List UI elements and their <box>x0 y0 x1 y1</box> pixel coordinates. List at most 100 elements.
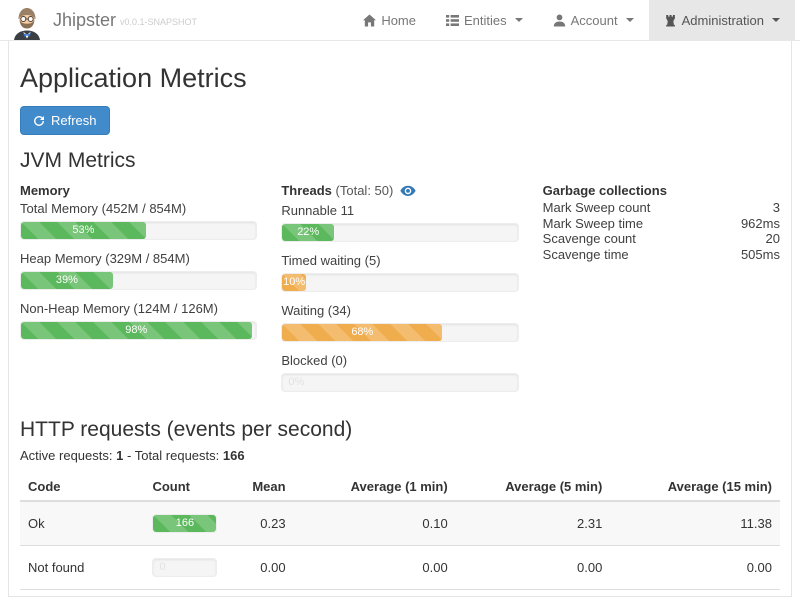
heap-memory-progress: 39% <box>20 271 258 290</box>
gc-row: Scavenge count 20 <box>543 231 780 247</box>
nav-item-administration[interactable]: Administration <box>648 0 795 40</box>
count-cell: 166 <box>144 500 226 546</box>
avg15-cell: 0.00 <box>610 545 780 590</box>
jvm-metrics-heading: JVM Metrics <box>20 149 136 172</box>
nav-item-entities[interactable]: Entities <box>431 0 538 40</box>
blocked-progress: 0% <box>281 373 519 392</box>
code-cell: Ok <box>20 500 145 546</box>
refresh-icon <box>33 115 45 127</box>
gc-label: Scavenge count <box>542 231 636 246</box>
nav-item-account[interactable]: Account <box>538 0 649 40</box>
brand-version: v0.0.1-SNAPSHOT <box>120 17 198 27</box>
blocked-label: Blocked (0) <box>281 353 348 368</box>
chevron-down-icon <box>772 18 780 22</box>
progress-fill: 39% <box>21 272 113 289</box>
waiting-label: Waiting (34) <box>281 303 351 318</box>
mean-cell: 0.00 <box>225 589 294 598</box>
avg15-cell: 0.00 <box>610 589 780 598</box>
gc-column: Garbage collections Mark Sweep count 3 M… <box>543 183 780 392</box>
total-memory-label: Total Memory (452M / 854M) <box>20 201 187 216</box>
avg15-cell: 11.38 <box>610 500 780 546</box>
heap-memory-label: Heap Memory (329M / 854M) <box>20 251 190 266</box>
progress-fill: 53% <box>21 222 146 239</box>
gc-value: 20 <box>765 231 780 246</box>
mean-cell: 0.00 <box>225 545 294 590</box>
http-requests-table: Code Count Mean Average (1 min) Average … <box>20 473 780 598</box>
threads-heading-label: Threads <box>281 183 332 198</box>
tower-icon <box>664 14 677 27</box>
nav-label: Administration <box>681 12 764 28</box>
eye-icon[interactable] <box>400 185 416 200</box>
gc-value: 3 <box>772 200 780 215</box>
gc-heading: Garbage collections <box>542 183 667 198</box>
brand-title: Jhipster <box>53 9 117 30</box>
list-icon <box>446 14 459 27</box>
gc-row: Scavenge time 505ms <box>543 247 780 263</box>
timed-waiting-label: Timed waiting (5) <box>281 253 381 268</box>
nav-label: Home <box>381 12 416 28</box>
table-header-row: Code Count Mean Average (1 min) Average … <box>20 473 780 502</box>
avg1-cell: 0.00 <box>293 589 456 598</box>
active-requests-label: Active requests: <box>20 448 113 463</box>
progress-fill: 22% <box>282 224 335 241</box>
avg1-cell: 0.00 <box>293 545 456 590</box>
gc-value: 962ms <box>740 215 780 231</box>
col-header-mean: Mean <box>225 473 294 502</box>
col-header-code: Code <box>20 473 145 502</box>
home-icon <box>363 14 377 27</box>
threads-total-label: (Total: 50) <box>335 183 394 198</box>
navbar-menu: Home Entities Account <box>348 0 800 40</box>
brand[interactable]: Jhipster v0.0.1-SNAPSHOT <box>0 0 197 40</box>
count-progress: 166 <box>152 514 218 533</box>
timed-waiting-progress: 10% <box>281 273 519 292</box>
avg5-cell: 0.00 <box>455 589 611 598</box>
progress-fill: 68% <box>282 324 443 341</box>
gc-label: Mark Sweep count <box>542 200 651 215</box>
avg5-cell: 0.00 <box>455 545 611 590</box>
avg1-cell: 0.10 <box>293 500 456 546</box>
nav-item-home[interactable]: Home <box>348 0 431 40</box>
col-header-avg1: Average (1 min) <box>293 473 456 502</box>
col-header-avg15: Average (15 min) <box>610 473 780 502</box>
jhipster-mascot-avatar <box>10 4 44 40</box>
content-frame: Application Metrics Refresh JVM Metrics … <box>8 41 792 598</box>
summary-separator: - <box>126 448 132 463</box>
jvm-metrics-grid: Memory Total Memory (452M / 854M) 53% He… <box>20 183 780 392</box>
gc-row: Mark Sweep time 962ms <box>543 216 780 232</box>
gc-label: Mark Sweep time <box>542 215 644 231</box>
threads-heading: Threads (Total: 50) <box>281 183 518 200</box>
table-row-server-error: Server Error 0 0.00 0.00 0.00 0.00 <box>20 589 780 598</box>
memory-heading: Memory <box>20 183 70 198</box>
requests-summary: Active requests: 1 - Total requests: 166 <box>20 448 780 463</box>
chevron-down-icon <box>514 18 523 22</box>
waiting-progress: 68% <box>281 323 519 342</box>
gc-value: 505ms <box>740 246 780 262</box>
navbar: Jhipster v0.0.1-SNAPSHOT Home Entities <box>0 0 800 41</box>
chevron-down-icon <box>625 18 634 22</box>
code-cell: Server Error <box>20 589 145 598</box>
table-row-ok: Ok 166 0.23 0.10 2.31 11.38 <box>20 500 780 546</box>
mean-cell: 0.23 <box>225 500 294 546</box>
nonheap-memory-label: Non-Heap Memory (124M / 126M) <box>20 301 218 316</box>
table-row-not-found: Not found 0 0.00 0.00 0.00 0.00 <box>20 545 780 590</box>
count-cell: 0 <box>144 545 226 590</box>
nonheap-memory-progress: 98% <box>20 321 258 340</box>
total-requests-label: Total requests: <box>134 448 220 463</box>
user-icon <box>553 14 566 27</box>
nav-label: Entities <box>464 12 507 28</box>
active-requests-value: 1 <box>116 448 124 463</box>
count-progress: 0 <box>152 558 218 577</box>
runnable-label: Runnable 11 <box>281 203 355 218</box>
total-requests-value: 166 <box>222 448 245 463</box>
refresh-button-label: Refresh <box>51 113 97 128</box>
total-memory-progress: 53% <box>20 221 258 240</box>
progress-fill: 10% <box>282 274 306 291</box>
nav-label: Account <box>570 12 618 28</box>
runnable-progress: 22% <box>281 223 519 242</box>
code-cell: Not found <box>20 545 145 590</box>
threads-column: Threads (Total: 50) Runnable 11 22% Time… <box>281 183 519 392</box>
page-title: Application Metrics <box>20 63 247 93</box>
progress-fill: 166 <box>153 515 217 532</box>
refresh-button[interactable]: Refresh <box>20 106 110 135</box>
avg5-cell: 2.31 <box>455 500 611 546</box>
